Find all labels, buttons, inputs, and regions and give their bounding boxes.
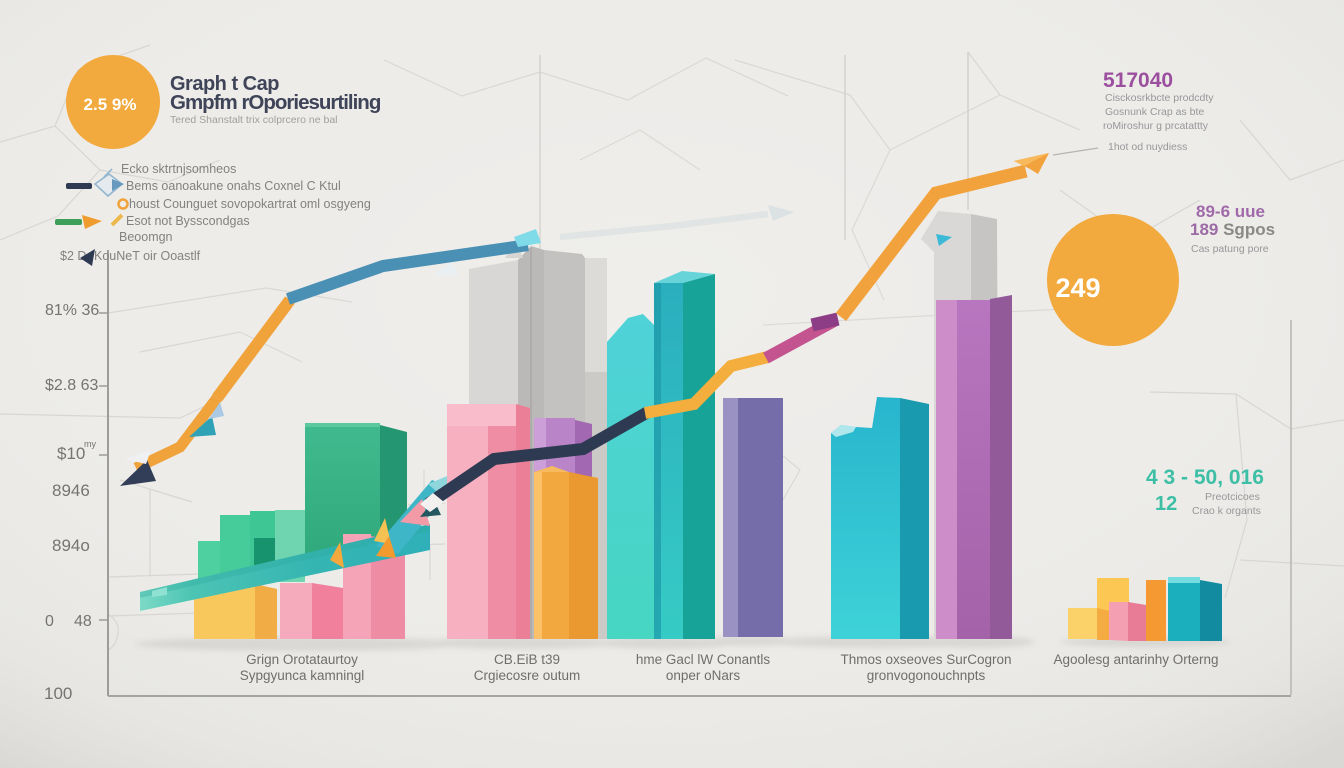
svg-text:$10: $10 [57, 444, 85, 463]
svg-text:Cas patung pore: Cas patung pore [1191, 243, 1269, 255]
svg-text:189 Sgpos: 189 Sgpos [1190, 220, 1275, 239]
svg-text:Cisckosrkbcte prodcdty: Cisckosrkbcte prodcdty [1105, 92, 1214, 104]
svg-text:CB.EiB t39: CB.EiB t39 [494, 652, 560, 667]
svg-text:1hot od nuydiess: 1hot od nuydiess [1108, 141, 1187, 153]
svg-text:gronvogonouchnpts: gronvogonouchnpts [867, 668, 986, 683]
svg-text:onper oNars: onper oNars [666, 668, 741, 683]
svg-text:Gmpfm rOporiesurtiling: Gmpfm rOporiesurtiling [170, 91, 381, 114]
svg-text:Ecko sktrtnjsomheos: Ecko sktrtnjsomheos [121, 162, 236, 176]
svg-text:48: 48 [74, 613, 92, 630]
svg-text:$2 D: $2 D [60, 249, 86, 263]
svg-text:Bems oanoakune onahs Coxnel C: Bems oanoakune onahs Coxnel C Ktul [126, 179, 341, 193]
svg-text:Thmos oxseoves SurCogron: Thmos oxseoves SurCogron [840, 652, 1011, 667]
svg-text:2.5 9%: 2.5 9% [84, 95, 137, 114]
svg-text:894o: 894o [52, 536, 90, 555]
svg-text:Esot not Bysscondgas: Esot not Bysscondgas [126, 214, 250, 228]
svg-text:81% 36: 81% 36 [45, 302, 99, 319]
svg-text:Sypgyunca kamningl: Sypgyunca kamningl [240, 668, 365, 683]
svg-text:Beoomgn: Beoomgn [119, 230, 173, 244]
svg-text:KouNeT oir Ooastlf: KouNeT oir Ooastlf [94, 249, 201, 263]
svg-text:0: 0 [45, 613, 54, 630]
svg-text:249: 249 [1055, 273, 1100, 303]
svg-text:89-6 uue: 89-6 uue [1196, 202, 1265, 221]
svg-text:Graph t Cap: Graph t Cap [170, 73, 279, 95]
svg-text:hme Gacl lW Conantls: hme Gacl lW Conantls [636, 652, 771, 667]
svg-text:roMiroshur g prcatattty: roMiroshur g prcatattty [1103, 120, 1209, 132]
svg-text:100: 100 [44, 684, 72, 703]
svg-text:Gosnunk Crap as bte: Gosnunk Crap as bte [1105, 106, 1204, 118]
svg-text:Tered Shanstalt trix colprcero: Tered Shanstalt trix colprcero ne bal [170, 114, 338, 126]
svg-text:Crao k organts: Crao k organts [1192, 505, 1261, 517]
svg-text:517040: 517040 [1103, 69, 1173, 92]
svg-text:Preotcicoes: Preotcicoes [1205, 491, 1260, 503]
svg-text:12: 12 [1155, 493, 1177, 515]
svg-text:Agoolesg antarinhy Orterng: Agoolesg antarinhy Orterng [1053, 652, 1218, 667]
svg-text:Crgiecosre outum: Crgiecosre outum [474, 668, 581, 683]
svg-text:4 3 - 50, 016: 4 3 - 50, 016 [1146, 466, 1264, 489]
svg-text:$2.8 63: $2.8 63 [45, 377, 98, 394]
svg-text:8946: 8946 [52, 481, 90, 500]
svg-text:Grign Orotataurtoy: Grign Orotataurtoy [246, 652, 358, 667]
svg-text:my: my [84, 439, 96, 449]
svg-text:houst Counguet sovopokartrat o: houst Counguet sovopokartrat oml osgyeng [129, 197, 371, 211]
